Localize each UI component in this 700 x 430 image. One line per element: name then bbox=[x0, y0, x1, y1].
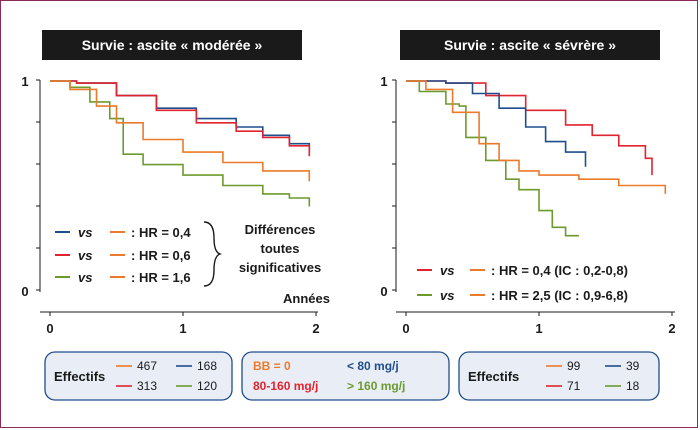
dose-label-0: BB = 0 bbox=[253, 359, 291, 373]
left-legend-1-text: : HR = 0,6 bbox=[131, 248, 191, 263]
effectifs-box-right-frame bbox=[458, 351, 660, 401]
effectifs-right-value-1: 39 bbox=[626, 359, 640, 373]
effectifs-left-value-0: 467 bbox=[137, 359, 157, 373]
left-legend-0-text: : HR = 0,4 bbox=[131, 225, 191, 240]
left-series-orange bbox=[50, 80, 311, 182]
right-chart: Survie : ascite « sévrère » 1 0 0 1 2 vs bbox=[380, 30, 676, 336]
left-legend-2-text: : HR = 1,6 bbox=[131, 270, 191, 285]
right-legend-1-text: : HR = 2,5 (IC : 0,9-6,8) bbox=[491, 288, 628, 303]
left-legend-0-vs: vs bbox=[78, 225, 92, 240]
left-ytick-1: 1 bbox=[21, 74, 28, 89]
right-y-minor-ticks bbox=[392, 79, 396, 291]
right-series-orange bbox=[406, 80, 667, 194]
effectifs-left-value-1: 168 bbox=[197, 359, 217, 373]
right-xtick-1: 1 bbox=[535, 321, 542, 336]
effectifs-left-value-2: 313 bbox=[137, 379, 157, 393]
right-series-red bbox=[406, 80, 653, 176]
left-legend-1-vs: vs bbox=[78, 248, 92, 263]
right-title-bar bbox=[400, 30, 660, 60]
right-legend-row-1: vs : HR = 2,5 (IC : 0,9-6,8) bbox=[417, 288, 628, 303]
effectifs-left-label: Effectifs bbox=[54, 369, 105, 384]
right-legend-0-vs: vs bbox=[440, 263, 454, 278]
annotation-line-3: significatives bbox=[239, 260, 321, 275]
left-xtick-0: 0 bbox=[46, 321, 53, 336]
right-series-blue bbox=[406, 80, 587, 167]
right-legend-row-0: vs : HR = 0,4 (IC : 0,2-0,8) bbox=[417, 263, 628, 278]
legend-brace bbox=[203, 221, 223, 287]
left-legend-row-0: vs : HR = 0,4 bbox=[55, 225, 191, 240]
effectifs-right-label: Effectifs bbox=[468, 369, 519, 384]
left-series-blue bbox=[50, 80, 311, 153]
left-xtick-1: 1 bbox=[179, 321, 186, 336]
left-xtick-2: 2 bbox=[312, 321, 319, 336]
left-series-green bbox=[50, 80, 311, 207]
effectifs-box-left-frame bbox=[44, 351, 233, 401]
left-plot-area bbox=[50, 80, 311, 207]
effectifs-right-value-2: 71 bbox=[567, 379, 581, 393]
left-chart: Survie : ascite « modérée » 1 0 0 1 2 vs bbox=[21, 30, 330, 336]
left-ytick-0: 0 bbox=[21, 284, 28, 299]
left-chart-title: Survie : ascite « modérée » bbox=[82, 37, 263, 53]
left-title-bar bbox=[42, 30, 302, 60]
effectifs-box-right: Effectifs 99 39 71 18 bbox=[458, 351, 660, 401]
right-plot-area bbox=[406, 80, 667, 237]
annotation-line-2: toutes bbox=[261, 241, 300, 256]
right-ytick-0: 0 bbox=[380, 284, 387, 299]
right-ytick-1: 1 bbox=[380, 74, 387, 89]
right-xtick-2: 2 bbox=[668, 321, 675, 336]
effectifs-right-value-0: 99 bbox=[567, 359, 581, 373]
left-series-red bbox=[50, 80, 311, 157]
left-x-minor-ticks bbox=[49, 312, 317, 316]
left-legend-row-1: vs : HR = 0,6 bbox=[55, 248, 191, 263]
right-xtick-0: 0 bbox=[402, 321, 409, 336]
right-legend-1-vs: vs bbox=[440, 288, 454, 303]
right-legend-0-text: : HR = 0,4 (IC : 0,2-0,8) bbox=[491, 263, 628, 278]
dose-box-middle: BB = 0 < 80 mg/j 80-160 mg/j > 160 mg/j bbox=[241, 351, 450, 401]
dose-label-3: > 160 mg/j bbox=[347, 379, 405, 393]
right-series-green bbox=[406, 80, 579, 237]
effectifs-left-value-3: 120 bbox=[197, 379, 217, 393]
dose-box-frame bbox=[241, 351, 450, 401]
left-legend-2-vs: vs bbox=[78, 270, 92, 285]
dose-label-2: 80-160 mg/j bbox=[253, 379, 318, 393]
effectifs-box-left: Effectifs 467 168 313 120 bbox=[44, 351, 233, 401]
left-legend-row-2: vs : HR = 1,6 bbox=[55, 270, 191, 285]
effectifs-right-value-3: 18 bbox=[626, 379, 640, 393]
right-legend: vs : HR = 0,4 (IC : 0,2-0,8) vs : HR = 2… bbox=[417, 263, 628, 303]
left-legend: vs : HR = 0,4 vs : HR = 0,6 vs : HR = 1,… bbox=[55, 221, 330, 306]
right-x-minor-ticks bbox=[405, 312, 673, 316]
right-chart-title: Survie : ascite « sévrère » bbox=[444, 37, 616, 53]
left-y-minor-ticks bbox=[36, 79, 40, 291]
annotation-line-1: Différences bbox=[245, 222, 316, 237]
left-x-axis-label: Années bbox=[283, 291, 330, 306]
dose-label-1: < 80 mg/j bbox=[347, 359, 399, 373]
